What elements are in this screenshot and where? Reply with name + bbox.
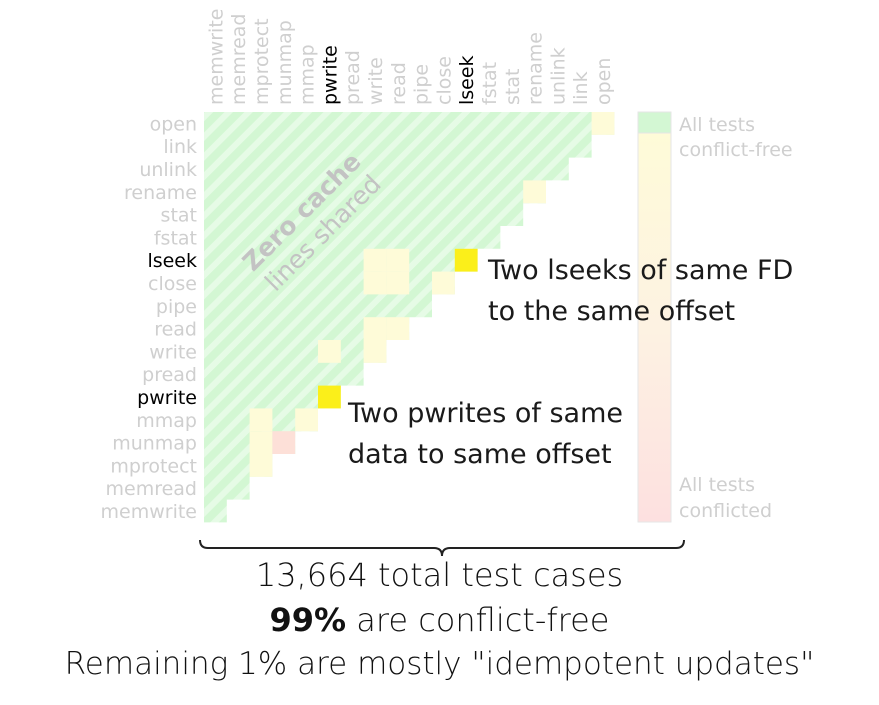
row-label-read: read [154, 319, 197, 341]
cell-close-write [363, 271, 387, 295]
cell-lseek-lseek [454, 248, 478, 272]
row-label-write: write [149, 341, 197, 363]
col-label-pwrite: pwrite [319, 45, 341, 105]
row-label-close: close [148, 273, 197, 295]
pwrite-annotation-line-1: Two pwrites of same [347, 398, 623, 429]
cell-rename-rename [523, 180, 546, 204]
lseek-annotation-line-1: Two lseeks of same FD [487, 255, 793, 286]
col-label-lseek: lseek [456, 55, 478, 105]
lseek-annotation: Two lseeks of same FD to the same offset [487, 255, 793, 327]
lseek-annotation-line-2: to the same offset [488, 296, 735, 327]
colorbar-gradient [637, 132, 672, 523]
row-label-pipe: pipe [156, 296, 197, 318]
row-label-rename: rename [124, 182, 197, 204]
row-label-link: link [163, 136, 197, 158]
pwrite-annotation: Two pwrites of same data to same offset [347, 398, 623, 470]
cell-lseek-read [386, 248, 410, 272]
summary-remaining: Remaining 1% are mostly "idempotent upda… [64, 646, 815, 682]
cell-pwrite-pwrite [318, 385, 341, 409]
summary-percent: 99% [269, 601, 347, 639]
col-label-memwrite: memwrite [205, 9, 227, 105]
cell-read-read [386, 317, 410, 340]
colorbar-bottom-label-1: All tests [679, 474, 755, 496]
colorbar-bottom-label-2: conflicted [679, 500, 772, 522]
col-label-pread: pread [342, 50, 364, 105]
row-label-lseek: lseek [147, 250, 197, 272]
summary-percent-text: are conflict-free [346, 601, 610, 639]
summary-conflict-free: 99% are conflict-free [0, 601, 879, 639]
colorbar: All tests conflict-free All tests confli… [637, 111, 793, 523]
col-label-munmap: munmap [274, 20, 296, 105]
col-label-read: read [388, 62, 410, 105]
cell-lseek-write [363, 248, 387, 272]
cell-read-write [363, 317, 387, 340]
colorbar-top-label-2: conflict-free [679, 139, 793, 161]
col-label-rename: rename [525, 32, 547, 105]
row-label-mprotect: mprotect [110, 455, 197, 477]
row-label-memread: memread [106, 478, 198, 500]
cell-munmap-mprotect [249, 431, 273, 454]
cell-write-write [363, 340, 387, 363]
cell-open-open [591, 112, 615, 135]
cell-mmap-mprotect [249, 408, 273, 432]
row-label-pread: pread [142, 364, 197, 386]
col-label-pipe: pipe [411, 64, 433, 105]
cell-close-read [386, 271, 410, 295]
row-label-stat: stat [161, 205, 197, 227]
row-label-pwrite: pwrite [137, 387, 197, 409]
cell-mmap-mmap [295, 408, 318, 432]
col-label-write: write [365, 57, 387, 105]
col-label-fstat: fstat [479, 62, 501, 105]
col-label-mprotect: mprotect [251, 18, 273, 105]
row-label-open: open [150, 113, 197, 135]
colorbar-top-band [637, 111, 672, 134]
col-label-close: close [433, 56, 455, 105]
cell-mprotect-mprotect [249, 454, 273, 477]
cell-write-pwrite [318, 340, 341, 363]
cell-munmap-munmap [272, 431, 296, 454]
col-label-stat: stat [502, 69, 524, 105]
summary-brace [199, 539, 685, 557]
pwrite-annotation-line-2: data to same offset [348, 439, 612, 470]
col-label-mmap: mmap [297, 44, 319, 105]
row-label-unlink: unlink [139, 159, 197, 181]
col-label-memread: memread [228, 14, 250, 106]
row-label-munmap: munmap [112, 433, 197, 455]
summary-total: 13,664 total test cases [255, 556, 624, 594]
row-label-memwrite: memwrite [101, 501, 197, 523]
row-label-fstat: fstat [154, 227, 197, 249]
cell-close-close [432, 271, 455, 295]
row-label-mmap: mmap [136, 410, 197, 432]
col-label-open: open [593, 58, 615, 105]
col-label-link: link [570, 71, 592, 105]
colorbar-top-label-1: All tests [679, 114, 755, 136]
col-label-unlink: unlink [547, 47, 569, 105]
